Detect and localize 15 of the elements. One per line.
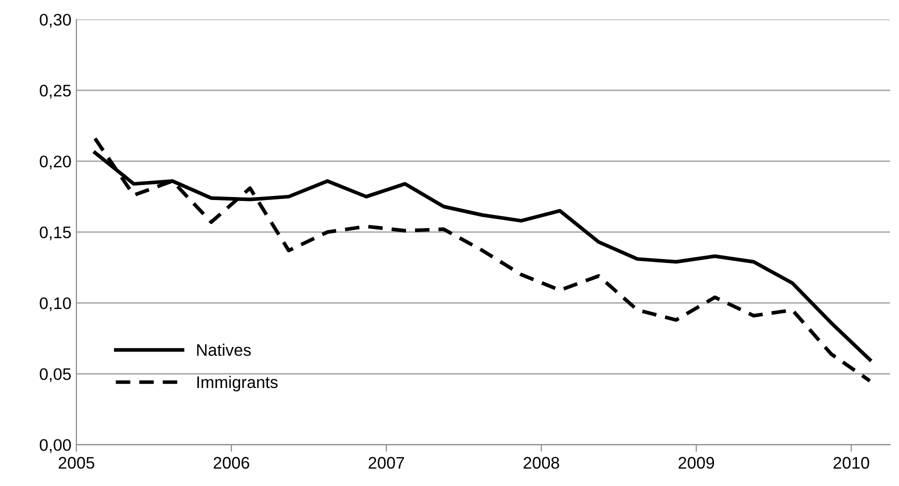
legend-label: Natives (197, 344, 251, 356)
x-tick-label: 2007 (368, 456, 404, 469)
y-tick-label: 0,30 (40, 14, 71, 28)
legend-label: Immigrants (197, 376, 278, 392)
x-tick-label: 2010 (834, 456, 870, 469)
y-tick-label: 0,00 (40, 439, 71, 453)
x-tick-label: 2006 (214, 456, 250, 469)
y-tick-label: 0,20 (40, 156, 71, 170)
x-tick-label: 2005 (58, 456, 94, 469)
y-tick-label: 0,10 (40, 297, 71, 312)
y-tick-label: 0,05 (40, 368, 71, 382)
y-tick-label: 0,25 (40, 84, 71, 98)
x-tick-label: 2008 (524, 456, 560, 469)
x-tick-label: 2009 (678, 456, 714, 469)
y-tick-label: 0,15 (40, 226, 71, 240)
